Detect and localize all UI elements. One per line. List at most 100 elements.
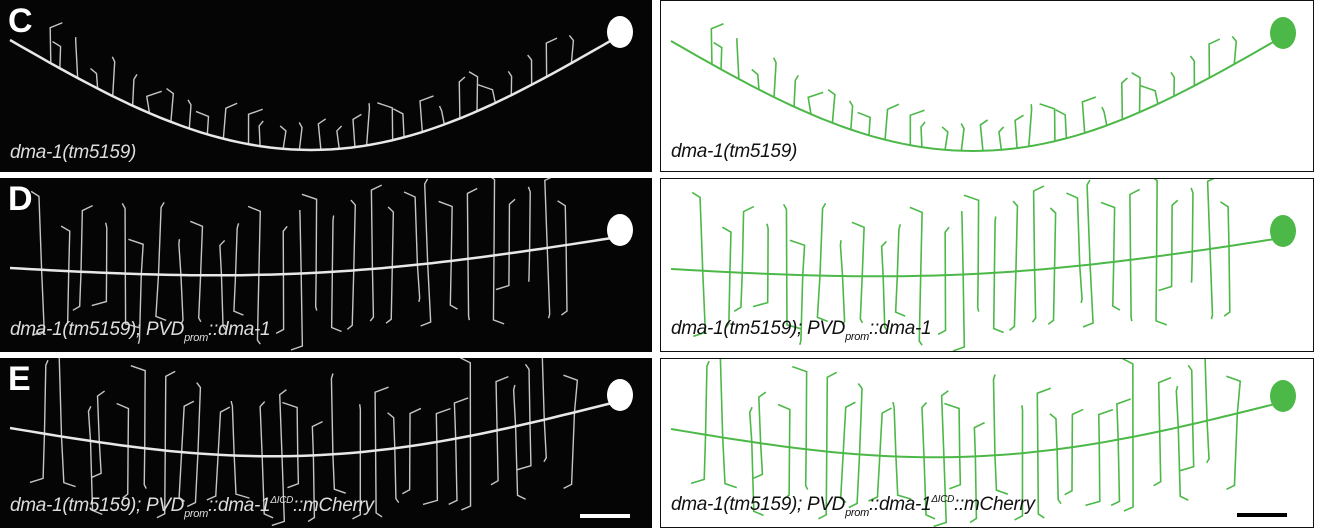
dendrite-branch <box>963 194 980 312</box>
dendrite-branch <box>816 202 828 323</box>
dendrite-branch <box>336 125 343 149</box>
dendrite-branch <box>527 186 531 282</box>
dendrite-branch <box>422 407 451 506</box>
genotype-label: dma-1(tm5159); PVDprom::dma-1 <box>10 319 271 344</box>
dendrite-branch <box>1036 387 1052 519</box>
dendrite-branch <box>330 373 346 494</box>
dendrite-branch <box>527 54 533 85</box>
dendrite-branch <box>691 191 707 338</box>
dendrite-branch <box>921 402 936 520</box>
dendrite-branch <box>30 190 45 336</box>
dendrite-branch <box>818 371 838 520</box>
dendrite-branch <box>960 123 965 151</box>
dendrite-branch <box>87 405 103 516</box>
dendrite-branch <box>230 400 250 499</box>
dendrite-branch <box>279 125 287 149</box>
dendrite-branch <box>282 401 300 489</box>
cell-body <box>1270 17 1296 49</box>
dendrite-branch <box>290 210 304 351</box>
dendrite-branch <box>1064 408 1084 496</box>
dendrite-branch <box>247 205 261 345</box>
dendrite-branch <box>782 203 802 330</box>
dendrite-branch <box>1158 199 1179 292</box>
dendrite-branch <box>1100 201 1121 311</box>
dendrite-branch <box>155 201 167 322</box>
dendrite-branch <box>1085 408 1114 507</box>
dendrite-branch <box>1170 71 1176 97</box>
dendrite-branch <box>49 22 63 64</box>
dendrite-branch <box>979 119 989 151</box>
tracing-c: dma-1(tm5159) <box>660 0 1314 172</box>
dendrite-branch <box>495 198 516 291</box>
dendrite-branch <box>710 23 724 65</box>
dendrite-branch <box>969 421 985 524</box>
dendrite-branch <box>851 221 865 324</box>
dendrite-branch <box>178 239 184 325</box>
micrograph-c: C dma-1(tm5159) <box>0 0 652 172</box>
dendrite-branch <box>459 358 472 511</box>
dendrite-branch <box>195 110 210 135</box>
dendrite-branch <box>545 37 558 77</box>
dendrite-branch <box>713 41 723 70</box>
dendrite-branch <box>402 407 422 495</box>
dendrite-branch <box>259 401 274 519</box>
neuron-image <box>9 178 633 351</box>
dendrite-branch <box>1220 201 1231 317</box>
dendrite-branch <box>1055 109 1068 139</box>
dendrite-branch <box>72 204 93 311</box>
dendrite-branch <box>1101 106 1108 126</box>
dendrite-branch <box>880 240 889 332</box>
dendrite-branch <box>60 225 71 327</box>
micrograph-d: D dma-1(tm5159); PVDprom::dma-1 <box>0 178 652 352</box>
dendrite-branch <box>330 215 342 333</box>
dendrite-branch <box>458 76 466 119</box>
dendrite-branch <box>752 223 769 308</box>
dendrite-branch <box>438 105 446 125</box>
dendrite-branch <box>377 102 394 141</box>
dendrite-branch <box>1120 77 1128 120</box>
dendrite-branch <box>791 365 809 490</box>
dendrite-branch <box>568 34 575 64</box>
cell-body <box>607 379 633 411</box>
dendrite-branch <box>275 225 288 335</box>
dendrite-branch <box>91 390 105 478</box>
dendrite-branch <box>793 74 800 107</box>
dendrite-branch <box>1204 359 1210 464</box>
dendrite-branch <box>189 220 204 323</box>
dendrite-branch <box>1081 96 1097 134</box>
dendrite-branch <box>752 391 767 480</box>
dendrite-branch <box>751 68 760 90</box>
dendrite-branch <box>892 401 912 500</box>
dendrite-branch <box>1047 207 1057 325</box>
dendrite-branch <box>789 239 806 345</box>
dendrite-branch <box>466 187 478 321</box>
dendrite-branch <box>352 404 362 520</box>
genotype-label: dma-1(tm5159) <box>671 141 797 162</box>
dendrite-branch <box>491 178 505 325</box>
dendrite-branch <box>1082 179 1094 328</box>
dendrite-branch <box>233 223 244 316</box>
genotype-label: dma-1(tm5159); PVDprom::dma-1ΔICD::mCher… <box>671 494 1035 519</box>
dendrite-branch <box>944 402 962 490</box>
dendrite-branch <box>719 359 738 489</box>
dendrite-branch <box>1226 375 1242 491</box>
dendrite-branch <box>247 108 263 145</box>
dendrite-branch <box>369 184 383 322</box>
dendrite-branch <box>365 103 371 146</box>
dendrite-branch <box>166 88 175 122</box>
primary-dendrite <box>670 403 1276 459</box>
dendrite-branch <box>827 88 836 123</box>
dendrite-branch <box>1175 385 1189 501</box>
dendrite-branch <box>29 359 49 484</box>
dendrite-branch <box>933 390 949 527</box>
dendrite-branch <box>468 71 479 112</box>
dendrite-branch <box>186 382 202 508</box>
dendrite-branch <box>941 126 949 150</box>
dendrite-branch <box>998 126 1005 150</box>
dendrite-branch <box>1066 192 1083 304</box>
dendrite-branch <box>868 407 892 502</box>
dendrite-branch <box>392 108 405 138</box>
genotype-label: dma-1(tm5159) <box>10 142 136 163</box>
dendrite-branch <box>748 406 764 517</box>
genotype-label: dma-1(tm5159); PVDprom::dma-1 <box>671 318 932 343</box>
